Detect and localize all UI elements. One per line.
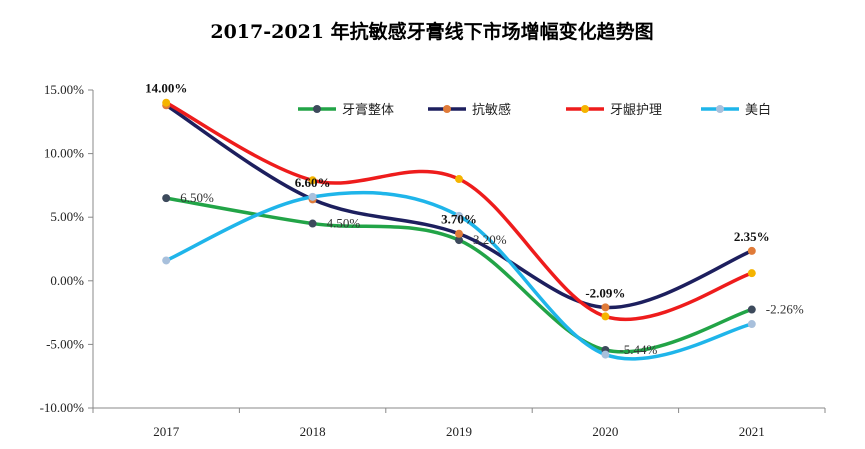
data-point <box>308 192 317 201</box>
data-point <box>601 350 610 359</box>
legend-swatch-marker <box>443 105 451 113</box>
series-line <box>164 103 754 310</box>
legend-swatch-marker <box>313 105 321 113</box>
data-point <box>601 303 610 312</box>
data-label: 3.70% <box>441 212 477 227</box>
data-point <box>747 269 756 278</box>
y-tick-label: 15.00% <box>44 82 84 97</box>
data-label: 4.50% <box>327 216 361 231</box>
x-tick-label: 2017 <box>153 424 180 439</box>
x-tick-label: 2018 <box>300 424 326 439</box>
data-label: 6.60% <box>295 175 331 190</box>
data-point <box>747 246 756 255</box>
data-label: -2.26% <box>766 302 804 317</box>
legend-label: 牙龈护理 <box>610 103 662 118</box>
legend-swatch-marker <box>581 105 589 113</box>
data-label: 14.00% <box>145 81 187 96</box>
data-point <box>455 236 463 245</box>
data-point <box>162 194 171 203</box>
legend-swatch-marker <box>716 105 724 113</box>
data-point <box>747 305 756 314</box>
x-tick-label: 2021 <box>739 424 765 439</box>
y-tick-label: 0.00% <box>50 273 84 288</box>
data-point <box>455 175 463 184</box>
data-point <box>308 219 317 228</box>
data-point <box>747 320 756 329</box>
data-label: -2.09% <box>585 285 625 300</box>
y-tick-label: 10.00% <box>44 146 84 161</box>
data-point <box>162 256 171 265</box>
legend-label: 美白 <box>745 102 771 118</box>
data-point <box>455 211 463 220</box>
data-point <box>601 312 610 321</box>
legend-label: 牙膏整体 <box>342 102 394 118</box>
x-tick-label: 2020 <box>592 424 618 439</box>
data-label: -5.44% <box>619 342 657 357</box>
y-tick-label: -5.00% <box>46 336 84 351</box>
y-tick-label: 5.00% <box>50 209 84 224</box>
data-label: 3.20% <box>473 232 507 247</box>
x-tick-label: 2019 <box>446 424 472 439</box>
data-point <box>162 98 171 107</box>
data-label: 6.50% <box>180 190 214 205</box>
legend-label: 抗敏感 <box>472 102 511 118</box>
y-tick-label: -10.00% <box>40 400 85 415</box>
data-point <box>308 176 317 185</box>
data-point <box>455 229 463 238</box>
data-label: 2.35% <box>734 229 770 244</box>
chart-title: 2017-2021 年抗敏感牙膏线下市场增幅变化趋势图 <box>210 20 653 43</box>
